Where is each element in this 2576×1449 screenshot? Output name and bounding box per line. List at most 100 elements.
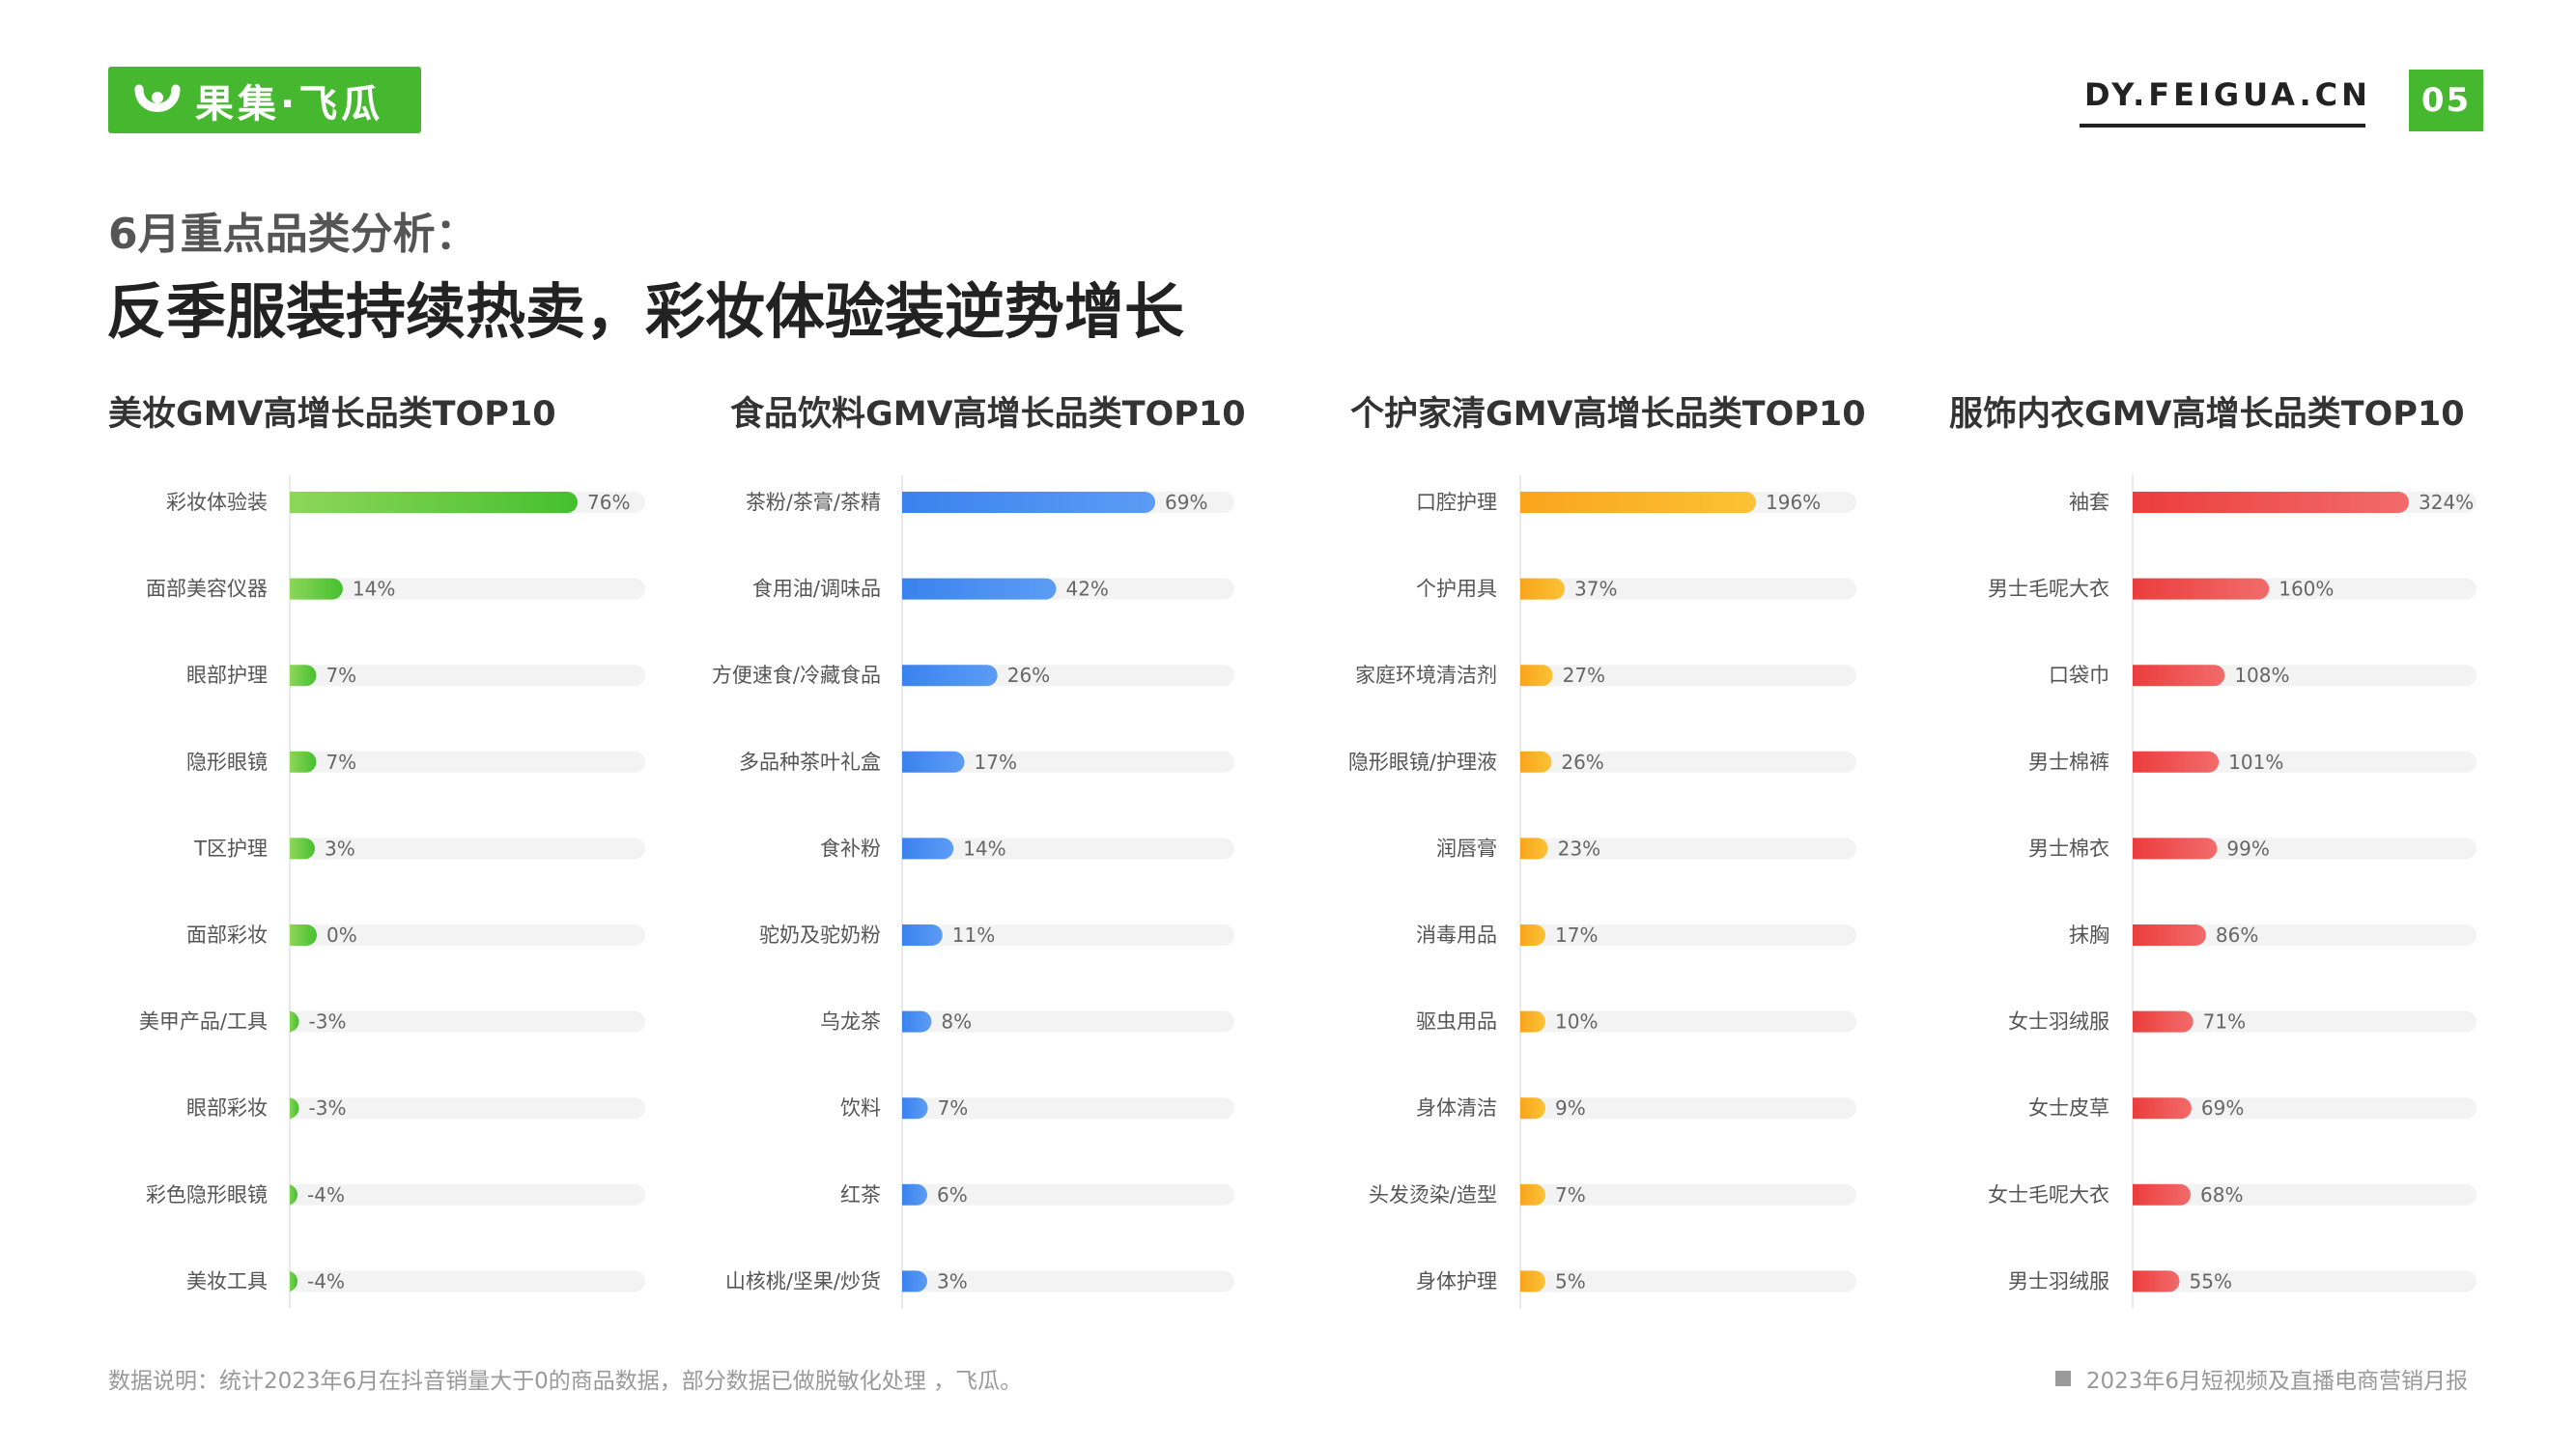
bar: [2133, 665, 2225, 687]
value-label: 3%: [937, 1269, 968, 1293]
value-label: 324%: [2419, 491, 2474, 514]
category-label: 美甲产品/工具: [139, 1010, 268, 1034]
value-label: 17%: [1555, 923, 1598, 947]
bar-track: [290, 1097, 645, 1120]
value-label: 160%: [2279, 578, 2334, 601]
bar-track: [290, 751, 645, 773]
value-label: 26%: [1561, 751, 1603, 774]
bar: [287, 1183, 297, 1206]
bar: [902, 838, 954, 860]
category-label: 乌龙茶: [820, 1010, 881, 1034]
value-label: 10%: [1555, 1010, 1598, 1034]
value-label: 7%: [938, 1096, 969, 1120]
bar-track: [1520, 578, 1856, 600]
bar-track: [902, 838, 1234, 860]
chart-title-beauty: 美妆GMV高增长品类TOP10: [108, 395, 556, 434]
bar-track: [1520, 838, 1856, 860]
bar: [902, 1097, 928, 1120]
category-label: 方便速食/冷藏食品: [712, 664, 881, 687]
category-label: 袖套: [2069, 491, 2109, 514]
value-label: 6%: [937, 1183, 968, 1207]
value-label: 8%: [941, 1010, 972, 1034]
bar: [290, 578, 343, 600]
value-label: 17%: [975, 751, 1017, 774]
category-label: 茶粉/茶膏/茶精: [746, 491, 881, 514]
bar: [288, 1097, 299, 1120]
bar-track: [1520, 665, 1856, 687]
bar-track: [2133, 924, 2477, 946]
value-label: 69%: [2201, 1096, 2244, 1120]
value-label: 101%: [2228, 751, 2283, 774]
bar: [2133, 1010, 2194, 1033]
bar: [1520, 1183, 1545, 1206]
value-label: 3%: [325, 837, 355, 860]
category-label: 彩妆体验装: [166, 491, 268, 514]
bar-track: [2133, 751, 2477, 773]
value-label: 7%: [326, 664, 356, 687]
bar: [290, 751, 317, 773]
value-label: 86%: [2216, 923, 2258, 947]
category-label: 隐形眼镜: [186, 751, 268, 774]
value-label: 9%: [1555, 1096, 1586, 1120]
value-label: -3%: [309, 1010, 347, 1034]
category-label: 面部美容仪器: [146, 578, 268, 601]
bar: [290, 492, 578, 513]
bar-track: [902, 1097, 1234, 1120]
site-url: DY.FEIGUA.CN: [2084, 76, 2371, 113]
bar: [2133, 492, 2409, 513]
bar-track: [290, 578, 645, 600]
chart-panel-3: 袖套 324% 男士毛呢大衣 160% 口袋巾 108% 男士棉裤 101% 男士棉衣 99% 抹胸…: [1988, 475, 2477, 1309]
bar-track: [2133, 1183, 2477, 1206]
value-label: 196%: [1766, 491, 1821, 514]
logo-text: 果集·飞瓜: [195, 81, 384, 127]
category-label: 彩色隐形眼镜: [146, 1183, 268, 1207]
bar: [287, 1270, 297, 1293]
category-label: 女士毛呢大衣: [1988, 1183, 2109, 1207]
category-label: 红茶: [840, 1183, 881, 1207]
bar: [902, 924, 943, 946]
category-label: 驱虫用品: [1416, 1010, 1497, 1034]
bar-track: [1520, 1010, 1856, 1033]
bar-track: [290, 665, 645, 687]
footer-square-icon: [2054, 1371, 2071, 1386]
bar: [2133, 1183, 2192, 1206]
category-label: 食用油/调味品: [752, 578, 881, 601]
bar-track: [2133, 838, 2477, 860]
bar: [290, 924, 317, 946]
bar-track: [902, 1010, 1234, 1033]
site-url-underline: [2080, 124, 2365, 128]
category-label: 多品种茶叶礼盒: [739, 751, 881, 774]
bar-track: [2133, 1097, 2477, 1120]
value-label: 55%: [2190, 1269, 2232, 1293]
bar: [2133, 578, 2270, 600]
data-source-note: 数据说明：统计2023年6月在抖音销量大于0的商品数据，部分数据已做脱敏化处理 …: [108, 1369, 1023, 1394]
chart-panel-2: 口腔护理 196% 个护用具 37% 家庭环境清洁剂 27% 隐形眼镜/护理液 26% 润唇膏 2…: [1348, 475, 1856, 1309]
category-label: 口腔护理: [1416, 491, 1497, 514]
value-label: 23%: [1558, 837, 1600, 860]
logo-smile-icon: [134, 84, 181, 112]
category-label: 饮料: [840, 1096, 881, 1120]
category-label: 口袋巾: [2049, 664, 2109, 687]
report-name: 2023年6月短视频及直播电商营销月报: [2054, 1362, 2468, 1395]
chart-title-personal-care: 个护家清GMV高增长品类TOP10: [1350, 395, 1866, 434]
value-label: 5%: [1555, 1269, 1586, 1293]
bar: [902, 1010, 932, 1033]
bar: [902, 492, 1155, 513]
value-label: 0%: [326, 923, 357, 947]
bar: [1520, 924, 1545, 946]
page-number-badge: 05: [2409, 70, 2483, 131]
value-label: 37%: [1574, 578, 1617, 601]
bar: [1520, 578, 1566, 600]
page-subtitle: 6月重点品类分析：: [108, 210, 478, 259]
category-label: 润唇膏: [1436, 837, 1497, 860]
bar-track: [290, 838, 645, 860]
page-title: 反季服装持续热卖，彩妆体验装逆势增长: [106, 276, 1185, 347]
bar-track: [290, 1183, 645, 1206]
bar: [902, 665, 998, 687]
category-label: 山核桃/坚果/炒货: [725, 1269, 881, 1293]
bar: [1520, 1270, 1545, 1293]
value-label: 68%: [2200, 1183, 2243, 1207]
bar: [2133, 924, 2206, 946]
bar: [902, 1270, 927, 1293]
